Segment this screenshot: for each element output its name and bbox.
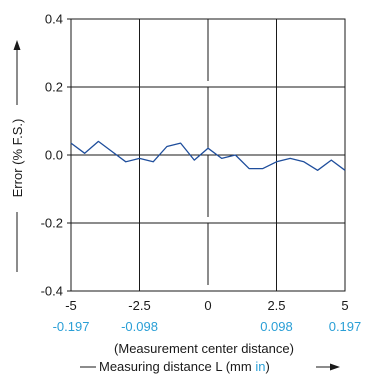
x-tick-label-in-1: -0.098 <box>121 319 158 334</box>
y-tick-label-2: 0.0 <box>45 148 63 163</box>
x-tick-label-in-0: -0.197 <box>53 319 90 334</box>
y-tick-label-0: 0.4 <box>45 12 63 27</box>
series-layer <box>70 140 346 171</box>
x-axis-label-group: Measuring distance L (mm in) <box>80 359 340 374</box>
x-tick-label-3: 2.5 <box>267 298 285 313</box>
plot-frame <box>70 18 346 292</box>
y-axis-label: Error (% F.S.) <box>10 119 25 198</box>
x-arrow-right-icon <box>330 363 340 371</box>
x-tick-label-1: -2.5 <box>128 298 150 313</box>
x-axis-label-main: Measuring distance L (mm <box>99 359 255 374</box>
series-line-0 <box>70 140 346 171</box>
y-tick-label-1: 0.2 <box>45 80 63 95</box>
x-tick-label-0: -5 <box>65 298 77 313</box>
x-tick-label-in-3: 0.098 <box>260 319 293 334</box>
x-tick-label-4: 5 <box>341 298 348 313</box>
y-arrow-up-icon <box>13 40 21 50</box>
y-axis-label-group: Error (% F.S.) <box>10 40 25 272</box>
x-axis-label-close: ) <box>265 359 269 374</box>
x-tick-labels: -5 -0.197 -2.5 -0.098 0 2.5 0.098 5 0.197 <box>53 298 362 334</box>
x-tick-label-in-4: 0.197 <box>329 319 362 334</box>
x-axis-sublabel: (Measurement center distance) <box>114 341 294 356</box>
x-tick-label-2: 0 <box>204 298 211 313</box>
y-tick-label-3: -0.2 <box>41 216 63 231</box>
x-axis-label: Measuring distance L (mm in) <box>99 359 270 374</box>
grid-lines <box>67 18 345 292</box>
x-axis-label-unit-in: in <box>255 359 265 374</box>
y-tick-labels: 0.4 0.2 0.0 -0.2 -0.4 <box>41 12 63 299</box>
y-tick-label-4: -0.4 <box>41 284 63 299</box>
